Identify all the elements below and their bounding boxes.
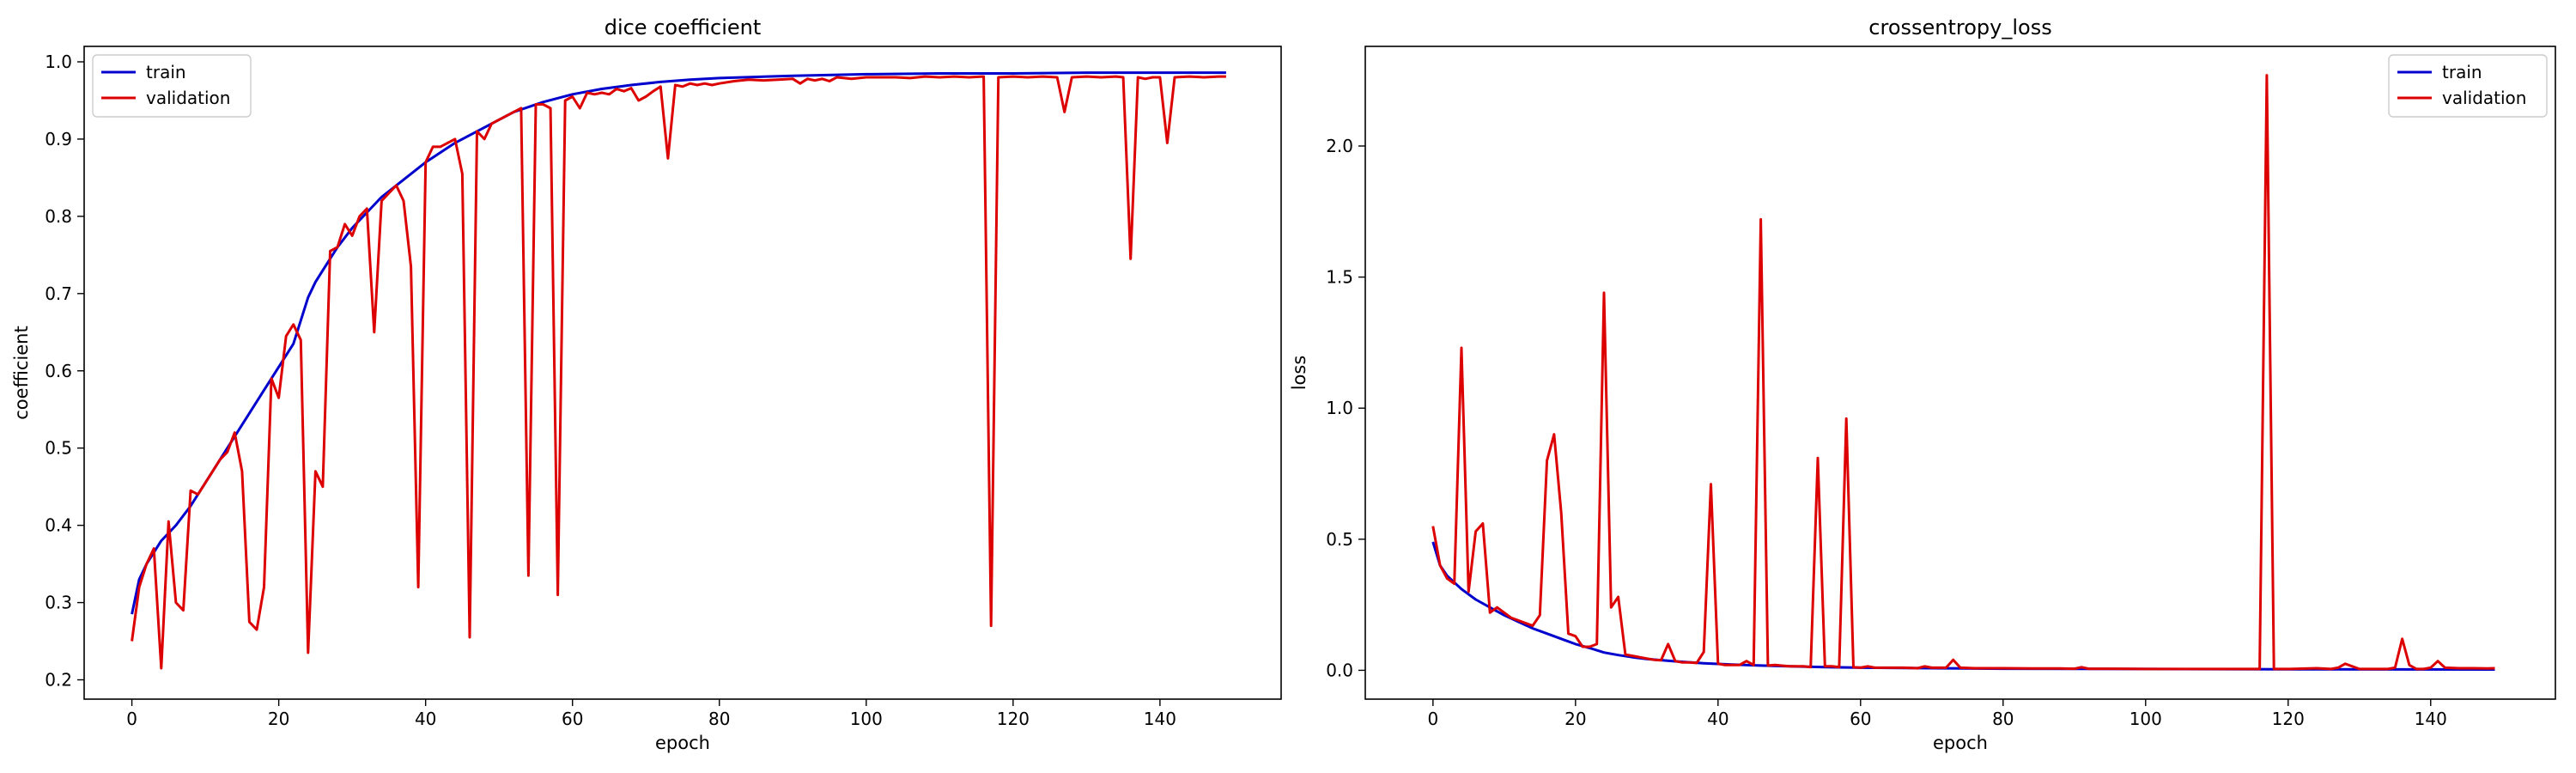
- y-tick-label: 0.4: [45, 515, 72, 536]
- y-tick-label: 0.5: [1326, 529, 1353, 550]
- plot-frame: [1364, 46, 2556, 700]
- plot-frame: [83, 46, 1282, 700]
- legend-box: [92, 54, 252, 118]
- series-line-train: [131, 71, 1226, 615]
- series-line-validation: [131, 75, 1226, 670]
- y-axis-label: loss: [1289, 356, 1309, 391]
- x-tick-label: 80: [1992, 709, 2014, 729]
- y-tick-label: 1.5: [1326, 267, 1353, 288]
- x-axis-label: epoch: [1933, 733, 1988, 753]
- x-tick-label: 100: [2129, 709, 2162, 729]
- x-tick-label: 60: [1850, 709, 1871, 729]
- y-axis-label: coefficient: [11, 326, 32, 419]
- legend: train validation: [92, 54, 252, 118]
- x-tick-label: 120: [2272, 709, 2305, 729]
- x-tick-label: 0: [1427, 709, 1438, 729]
- legend: train validation: [2388, 54, 2548, 118]
- y-tick-label: 0.8: [45, 206, 72, 227]
- y-tick-label: 0.9: [45, 129, 72, 149]
- y-tick-label: 1.0: [45, 52, 72, 72]
- x-tick-label: 140: [2415, 709, 2447, 729]
- y-tick-label: 0.3: [45, 593, 72, 613]
- x-axis-label: epoch: [655, 733, 710, 753]
- y-tick-label: 0.0: [1326, 660, 1353, 680]
- legend-label-train: train: [2442, 62, 2482, 82]
- chart-title: dice coefficient: [605, 15, 762, 40]
- series-group: [1431, 74, 2495, 671]
- legend-label-validation: validation: [146, 88, 230, 108]
- legend-label-validation: validation: [2442, 88, 2526, 108]
- chart-crossentropy-loss: crossentropy_loss 0 20 40 60 80 100 120 140 0.0 0.…: [1289, 15, 2556, 753]
- y-tick-label: 0.2: [45, 670, 72, 691]
- y-tick-label: 0.5: [45, 438, 72, 459]
- series-line-validation: [1431, 74, 2495, 671]
- chart-title: crossentropy_loss: [1868, 15, 2051, 40]
- x-tick-label: 40: [1707, 709, 1728, 729]
- y-tick-label: 0.6: [45, 361, 72, 381]
- y-tick-label: 1.0: [1326, 398, 1353, 418]
- legend-label-train: train: [146, 62, 186, 82]
- x-tick-label: 120: [997, 709, 1030, 729]
- series-group: [131, 71, 1226, 670]
- x-tick-label: 20: [1564, 709, 1586, 729]
- x-tick-label: 20: [268, 709, 289, 729]
- x-tick-label: 100: [850, 709, 883, 729]
- x-tick-label: 140: [1144, 709, 1176, 729]
- x-tick-label: 40: [415, 709, 436, 729]
- x-tick-label: 80: [708, 709, 730, 729]
- chart-dice-coefficient: dice coefficient 0 20 40 60 80 100 120 140 0.2 0.3…: [11, 15, 1282, 753]
- x-tick-label: 60: [562, 709, 583, 729]
- y-tick-label: 2.0: [1326, 136, 1353, 156]
- y-tick-label: 0.7: [45, 283, 72, 304]
- legend-box: [2388, 54, 2548, 118]
- x-tick-label: 0: [126, 709, 137, 729]
- series-line-train: [1431, 541, 2495, 671]
